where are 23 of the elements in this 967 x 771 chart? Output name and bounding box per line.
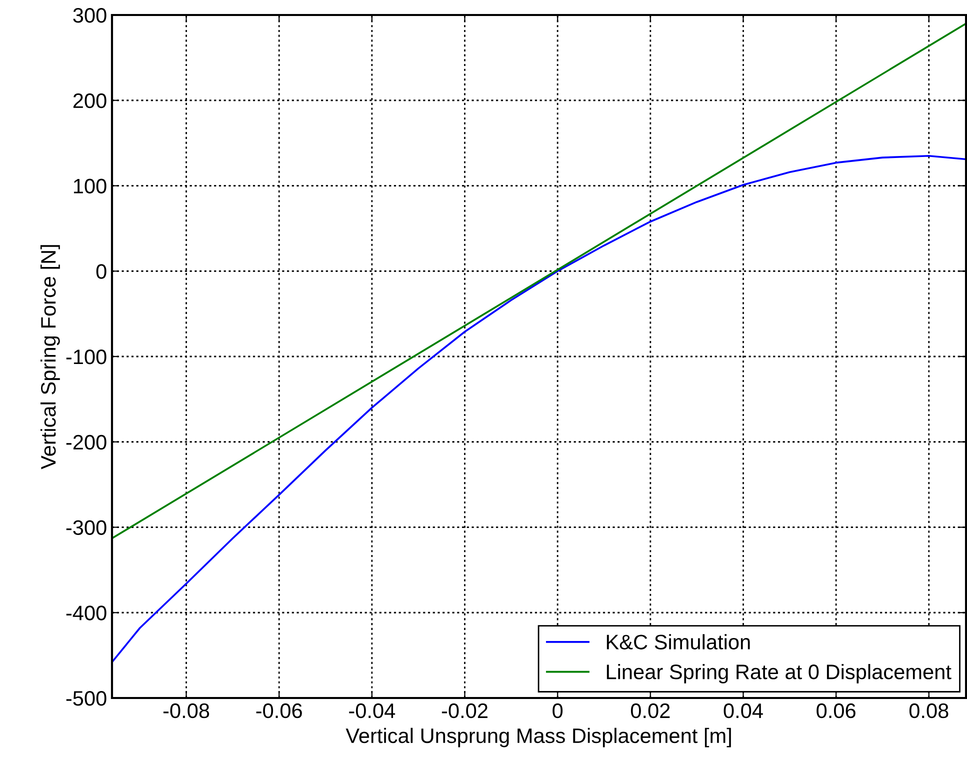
legend-label: K&C Simulation <box>606 634 750 650</box>
x-tick-label: 0.04 <box>724 703 763 718</box>
y-tick-label: -500 <box>66 691 106 706</box>
x-tick-label: 0.08 <box>909 703 948 718</box>
x-tick-label: -0.04 <box>349 703 396 718</box>
x-tick-label: -0.08 <box>163 703 210 718</box>
y-tick-label: -300 <box>66 520 106 536</box>
y-tick-label: -100 <box>66 350 106 364</box>
y-tick-label: -400 <box>66 606 106 620</box>
x-tick-label: -0.06 <box>256 703 302 718</box>
x-axis-title: Vertical Unsprung Mass Displacement [m] <box>346 728 731 748</box>
y-tick-label: 300 <box>73 8 106 23</box>
x-tick-label: 0 <box>552 703 563 718</box>
x-tick-label: 0.02 <box>630 703 670 718</box>
x-tick-label: 0.06 <box>816 703 856 718</box>
y-axis-title: Vertical Spring Force [N] <box>40 245 60 470</box>
y-tick-label: 100 <box>74 178 106 194</box>
y-tick-label: -200 <box>66 434 106 450</box>
x-tick-label: -0.02 <box>442 703 488 718</box>
y-tick-label: 200 <box>73 93 106 108</box>
legend-label: Linear Spring Rate at 0 Displacement <box>606 664 952 684</box>
line-series <box>112 154 966 664</box>
y-tick-label: 0 <box>96 264 106 279</box>
